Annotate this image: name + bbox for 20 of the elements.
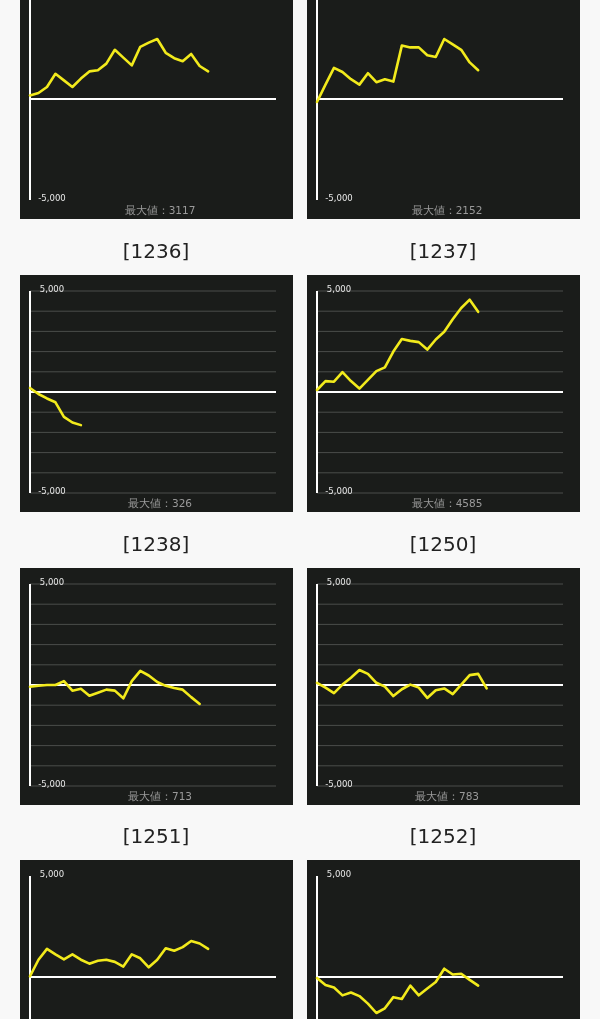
text: 最大値：3117 (124, 204, 196, 216)
chart-title: [1237] (409, 238, 477, 263)
y-tick-label: 5,000 (326, 576, 352, 587)
y-tick-label: -5,000 (38, 778, 66, 789)
text: 最大値：783 (414, 790, 480, 802)
text: 最大値：2152 (411, 204, 483, 216)
y-tick-label: -5,000 (325, 778, 353, 789)
y-tick-label: -5,000 (325, 485, 353, 496)
y-tick-label: 5,000 (326, 283, 352, 294)
chart-title: [1250] (409, 531, 477, 556)
y-tick-label: -5,000 (38, 485, 66, 496)
chart-title: [1252] (409, 823, 477, 848)
chart-title: [1251] (122, 823, 190, 848)
chart-title: [1238] (122, 531, 190, 556)
text: 最大値：4585 (411, 497, 483, 509)
y-tick-label: 5,000 (39, 576, 65, 587)
chart-title: [1236] (122, 238, 190, 263)
text: 最大値：326 (127, 497, 193, 509)
text: 最大値：713 (127, 790, 193, 802)
y-tick-label: 5,000 (39, 283, 65, 294)
